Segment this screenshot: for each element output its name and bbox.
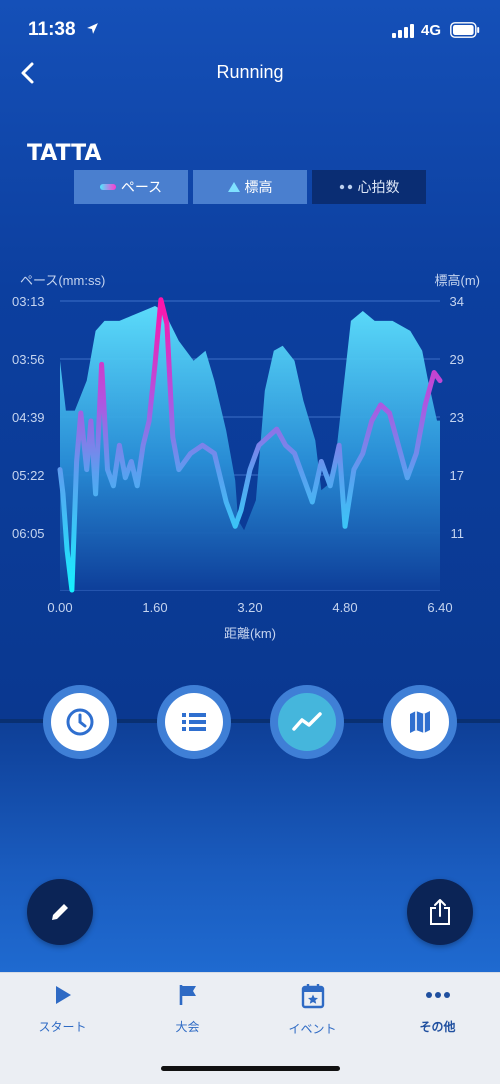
page-title: Running (216, 62, 284, 82)
status-bar: 11:38 4G (0, 0, 500, 60)
location-arrow-icon (87, 23, 98, 34)
share-icon (430, 899, 450, 925)
pace-line (57, 297, 443, 593)
y-right-tick-label: 11 (451, 526, 465, 541)
pace-line-icon (99, 184, 116, 190)
tab-race[interactable]: 大会 (125, 983, 250, 1035)
clock-button[interactable] (43, 685, 117, 759)
battery-icon (450, 22, 480, 38)
tab-bar: スタート 大会 イベント その他 (0, 972, 500, 1084)
clock-icon (66, 708, 94, 736)
y-left-tick-label: 04:39 (12, 410, 45, 425)
flag-icon (179, 985, 196, 1005)
y-left-tick-label: 03:13 (12, 294, 45, 309)
legend-heart-rate-label: 心拍数 (357, 179, 400, 195)
legend-pace-label: ペース (120, 179, 163, 195)
map-button-face (391, 693, 449, 751)
x-tick-label: 4.80 (332, 600, 357, 615)
heart-rate-dots-icon (339, 184, 352, 190)
tatta-logo: TATTA (27, 141, 102, 166)
legend-elevation-label: 標高 (244, 179, 273, 195)
map-button[interactable] (383, 685, 457, 759)
x-tick-label: 6.40 (427, 600, 452, 615)
y-right-axis-title: 標高(m) (434, 273, 481, 288)
pencil-icon (52, 904, 68, 920)
elevation-triangle-icon (227, 182, 240, 192)
share-button[interactable] (407, 879, 473, 945)
tab-start[interactable]: スタート (0, 983, 125, 1035)
y-right-tick-label: 34 (450, 294, 464, 309)
tab-event-label: イベント (288, 1022, 337, 1036)
x-tick-label: 0.00 (47, 600, 72, 615)
signal-icon (392, 24, 414, 38)
network-type: 4G (421, 22, 442, 39)
tab-more[interactable]: その他 (375, 983, 500, 1035)
graph-button-face (278, 693, 336, 751)
legend-heart-rate-toggle[interactable]: 心拍数 (312, 170, 426, 204)
list-button-face (165, 693, 223, 751)
home-indicator (161, 1066, 340, 1071)
status-time: 11:38 (28, 19, 76, 40)
tab-more-label: その他 (419, 1020, 456, 1034)
graph-button[interactable] (270, 685, 344, 759)
back-chevron-icon[interactable] (16, 60, 40, 86)
y-left-tick-label: 06:05 (12, 526, 45, 541)
clock-button-face (51, 693, 109, 751)
legend-pace-toggle[interactable]: ペース (74, 170, 188, 204)
y-right-tick-label: 23 (450, 410, 464, 425)
tab-start-label: スタート (38, 1020, 87, 1034)
tab-race-label: 大会 (175, 1020, 200, 1034)
more-dots-icon (425, 992, 450, 998)
y-left-tick-label: 03:56 (12, 352, 45, 367)
trend-line-icon (292, 712, 322, 731)
tab-event[interactable]: イベント (250, 983, 375, 1037)
play-icon (55, 986, 71, 1004)
divider (0, 719, 500, 723)
legend-elevation-toggle[interactable]: 標高 (193, 170, 307, 204)
list-icon (182, 713, 206, 731)
x-tick-label: 3.20 (237, 600, 262, 615)
x-axis-title: 距離(km) (224, 626, 276, 641)
y-right-tick-label: 17 (450, 468, 464, 483)
map-icon (410, 711, 430, 733)
y-left-tick-label: 05:22 (12, 468, 45, 483)
y-left-axis-title: ペース(mm:ss) (20, 273, 106, 288)
x-tick-label: 1.60 (142, 600, 167, 615)
edit-button[interactable] (27, 879, 93, 945)
pace-elevation-chart[interactable]: 03:13 03:56 04:39 05:22 06:05 34 29 23 17 11 0.00 1… (0, 0, 500, 660)
y-right-tick-label: 29 (450, 352, 464, 367)
list-button[interactable] (157, 685, 231, 759)
calendar-star-icon (301, 984, 324, 1009)
